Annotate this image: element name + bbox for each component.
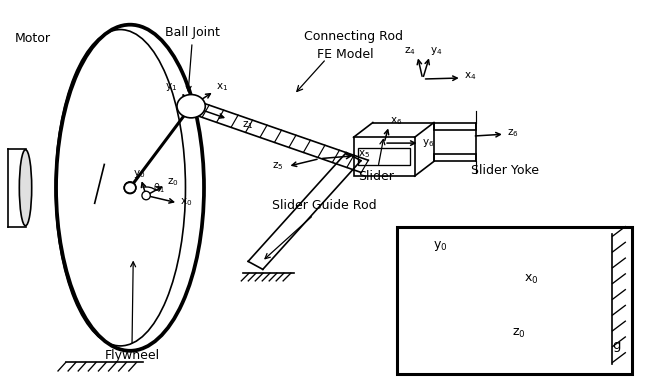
Text: z$_0$: z$_0$ (167, 176, 179, 188)
Text: x$_0$: x$_0$ (180, 196, 192, 208)
Bar (434, 154, 475, 161)
Ellipse shape (142, 191, 151, 200)
Text: z$_1$: z$_1$ (242, 119, 254, 131)
Text: Slider: Slider (359, 140, 394, 183)
Text: z$_4$: z$_4$ (404, 45, 415, 57)
Ellipse shape (124, 182, 136, 193)
Text: x$_0$: x$_0$ (525, 273, 539, 286)
Ellipse shape (177, 95, 205, 118)
Text: FE Model: FE Model (317, 48, 373, 61)
Text: y$_0$: y$_0$ (133, 168, 145, 180)
Ellipse shape (19, 150, 32, 226)
Text: g: g (612, 339, 621, 352)
Text: y$_4$: y$_4$ (430, 45, 443, 57)
Bar (358, 148, 410, 165)
Bar (397, 226, 632, 374)
Text: z$_5$: z$_5$ (272, 160, 284, 172)
Text: x$_1$: x$_1$ (216, 81, 228, 93)
Text: y$_6$: y$_6$ (422, 137, 434, 149)
Text: y$_0$: y$_0$ (433, 239, 448, 253)
Bar (353, 137, 415, 176)
Text: z$_0$: z$_0$ (512, 327, 526, 340)
Text: Motor: Motor (14, 32, 50, 45)
Text: x$_6$: x$_6$ (390, 115, 402, 127)
Text: y$_1$: y$_1$ (165, 81, 178, 93)
Text: Slider Guide Rod: Slider Guide Rod (265, 199, 376, 259)
Text: x$_5$: x$_5$ (358, 148, 370, 160)
Text: Flywheel: Flywheel (104, 262, 160, 362)
Text: Connecting Rod: Connecting Rod (304, 30, 402, 43)
Text: z$_6$: z$_6$ (507, 127, 519, 139)
Ellipse shape (124, 182, 136, 194)
Text: x$_4$: x$_4$ (464, 71, 477, 83)
Text: Slider Yoke: Slider Yoke (471, 164, 539, 177)
Text: Ball Joint: Ball Joint (165, 26, 220, 91)
Bar (434, 122, 475, 129)
Text: θ$_1$: θ$_1$ (153, 181, 165, 195)
